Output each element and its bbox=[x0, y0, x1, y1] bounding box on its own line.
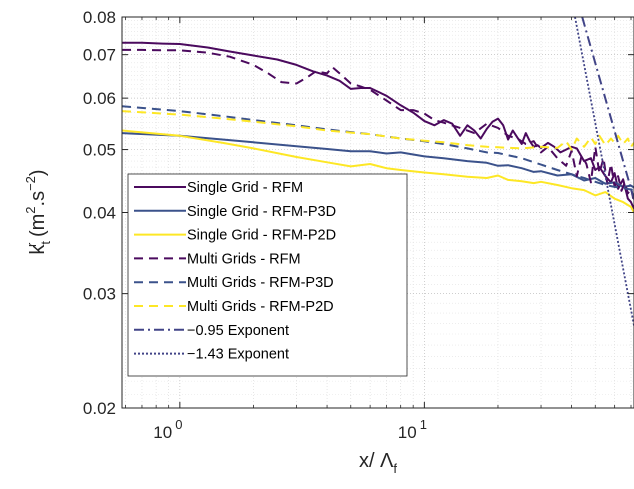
legend: Single Grid - RFM Single Grid - RFM-P3D Si… bbox=[127, 173, 408, 377]
legend-label: Single Grid - RFM-P2D bbox=[187, 228, 336, 244]
x-axis-label: x/ Λf bbox=[359, 450, 397, 476]
legend-label: Multi Grids - RFM bbox=[187, 251, 301, 267]
legend-label: −1.43 Exponent bbox=[187, 347, 289, 363]
legend-box bbox=[127, 173, 408, 377]
y-tick-label: 0.05 bbox=[83, 141, 116, 160]
series-layer bbox=[122, 17, 634, 326]
y-tick-label: 0.06 bbox=[83, 89, 116, 108]
series-line-6 bbox=[122, 110, 634, 151]
series-line-8 bbox=[574, 17, 634, 326]
x-tick-label: 10 1 bbox=[398, 417, 427, 442]
y-tick-label: 0.08 bbox=[83, 8, 116, 27]
series-line-5 bbox=[122, 105, 634, 192]
legend-label: Multi Grids - RFM-P3D bbox=[187, 275, 334, 291]
y-tick-label: 0.03 bbox=[83, 285, 116, 304]
y-axis-label: ktr (m2.s−2) bbox=[23, 169, 53, 254]
y-tick-label: 0.04 bbox=[83, 204, 116, 223]
x-tick-labels: 10 0 10 1 bbox=[153, 417, 427, 442]
series-line-2 bbox=[122, 132, 634, 189]
y-tick-label: 0.07 bbox=[83, 46, 116, 65]
y-tick-labels: 0.02 0.03 0.04 0.05 0.06 0.07 0.08 bbox=[83, 8, 116, 418]
legend-label: Single Grid - RFM bbox=[187, 180, 303, 196]
legend-label: Single Grid - RFM-P3D bbox=[187, 204, 336, 220]
legend-label: Multi Grids - RFM-P2D bbox=[187, 299, 334, 315]
series-line-7 bbox=[581, 17, 634, 200]
legend-label: −0.95 Exponent bbox=[187, 323, 289, 339]
series-line-1 bbox=[122, 41, 634, 210]
tick-marks bbox=[122, 16, 634, 409]
y-tick-label: 0.02 bbox=[83, 399, 116, 418]
series-line-4 bbox=[122, 48, 634, 203]
series-line-3 bbox=[122, 129, 634, 213]
x-tick-label: 10 0 bbox=[153, 417, 182, 442]
